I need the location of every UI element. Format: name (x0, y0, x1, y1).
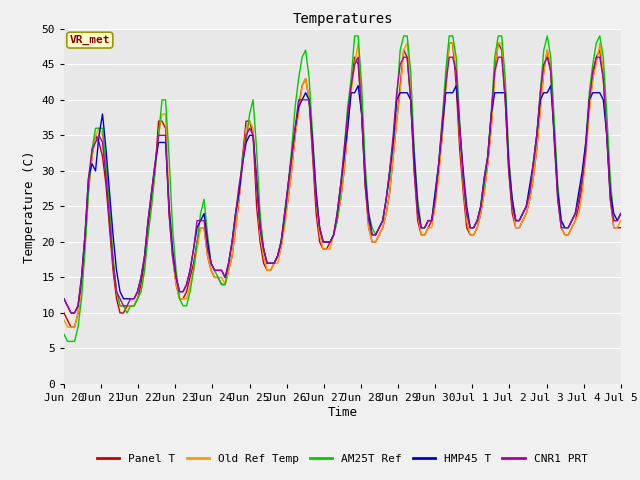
Title: Temperatures: Temperatures (292, 12, 393, 26)
Legend: Panel T, Old Ref Temp, AM25T Ref, HMP45 T, CNR1 PRT: Panel T, Old Ref Temp, AM25T Ref, HMP45 … (93, 450, 592, 469)
Text: VR_met: VR_met (70, 35, 110, 45)
X-axis label: Time: Time (328, 406, 357, 419)
Y-axis label: Temperature (C): Temperature (C) (23, 150, 36, 263)
